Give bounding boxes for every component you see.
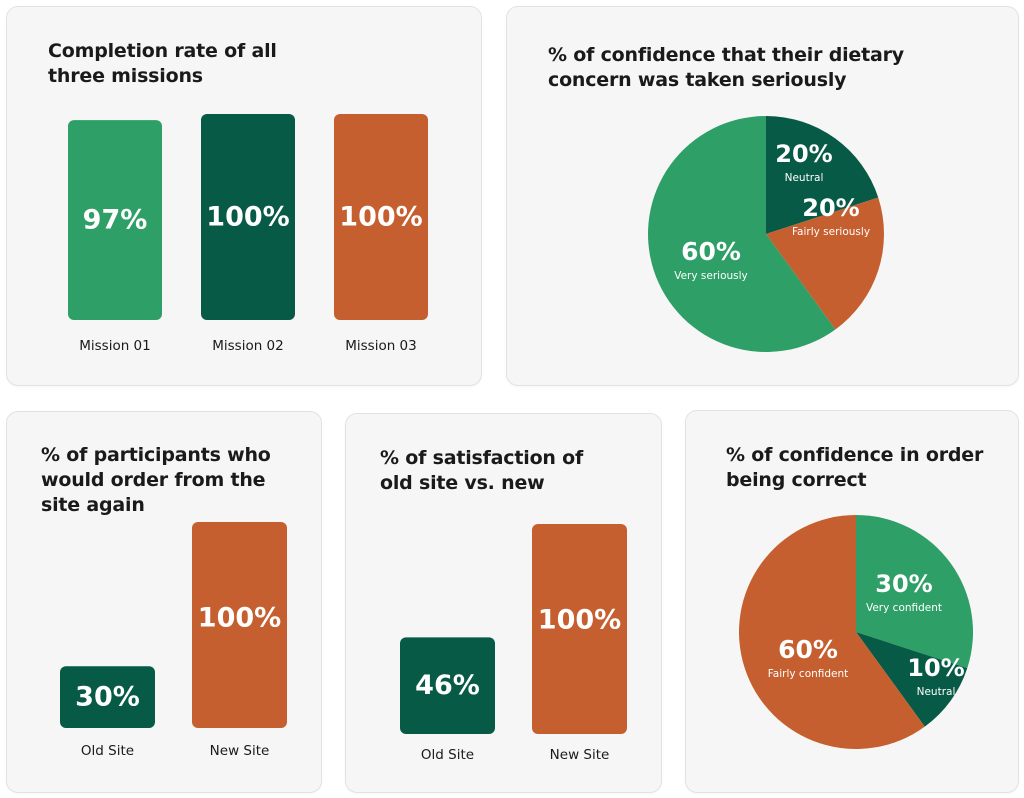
slice-value-label: 30% — [875, 570, 932, 598]
bar-value-label: 46% — [415, 670, 480, 701]
bar — [400, 637, 495, 734]
dietary-concern-card: % of confidence that their dietary conce… — [506, 6, 1019, 386]
category-label: New Site — [210, 743, 270, 759]
chart-title: % of satisfaction of old site vs. new — [380, 446, 583, 496]
order-again-chart: 30% Old Site 100% New Site — [60, 522, 287, 759]
chart-title: % of confidence in order being correct — [726, 443, 983, 493]
pie-slice — [648, 116, 836, 352]
chart-title-line: site again — [41, 494, 145, 516]
bar-value-label: 100% — [339, 202, 422, 233]
chart-title-line: would order from the — [41, 469, 266, 491]
chart-title: Completion rate of all three missions — [48, 39, 277, 89]
slice-label: Fairly confident — [768, 668, 849, 680]
completion-rate-card: Completion rate of all three missions 97… — [6, 6, 482, 386]
pie-slice — [856, 515, 973, 669]
chart-title-line: three missions — [48, 65, 203, 87]
pie-slice — [766, 197, 884, 330]
bar-value-label: 100% — [198, 603, 281, 634]
slice-label: Very seriously — [674, 270, 748, 282]
chart-title-line: Completion rate of all — [48, 40, 277, 62]
category-label: Old Site — [81, 743, 134, 759]
category-label: Mission 02 — [212, 338, 284, 354]
bar-value-label: 100% — [206, 202, 289, 233]
bar — [60, 666, 155, 728]
bar-value-label: 100% — [538, 605, 621, 636]
slice-label: Very confident — [866, 602, 942, 614]
order-correct-card: % of confidence in order being correct 3… — [685, 410, 1019, 793]
chart-title: % of participants who would order from t… — [41, 443, 271, 518]
chart-title-line: being correct — [726, 469, 867, 491]
slice-value-label: 60% — [681, 237, 741, 266]
chart-title-line: % of confidence that their dietary — [548, 44, 904, 66]
category-label: New Site — [550, 747, 610, 763]
slice-value-label: 20% — [775, 140, 832, 168]
order-again-card: % of participants who would order from t… — [6, 411, 322, 793]
chart-title-line: % of participants who — [41, 444, 271, 466]
bar — [201, 114, 295, 320]
slice-value-label: 60% — [778, 635, 838, 664]
chart-title-line: % of confidence in order — [726, 444, 984, 466]
chart-title-line: old site vs. new — [380, 472, 545, 494]
bar — [334, 114, 428, 320]
order-correct-pie: 30% Very confident 10% Neutral 60% Fairly con… — [739, 515, 973, 749]
slice-label: Fairly seriously — [792, 226, 870, 238]
slice-label: Neutral — [917, 686, 956, 698]
chart-title-line: concern was taken seriously — [548, 69, 847, 91]
satisfaction-chart: 46% Old Site 100% New Site — [400, 524, 627, 763]
category-label: Mission 03 — [345, 338, 417, 354]
satisfaction-card: % of satisfaction of old site vs. new 46… — [345, 413, 662, 793]
bar-value-label: 97% — [83, 205, 148, 236]
slice-value-label: 20% — [802, 194, 859, 222]
chart-title-line: % of satisfaction of — [380, 447, 584, 469]
bar-value-label: 30% — [75, 682, 140, 713]
pie-slice — [739, 515, 925, 749]
category-label: Mission 01 — [79, 338, 151, 354]
pie-slice — [766, 116, 879, 234]
slice-value-label: 10% — [907, 654, 964, 682]
category-label: Old Site — [421, 747, 474, 763]
chart-title: % of confidence that their dietary conce… — [548, 43, 904, 93]
dietary-concern-pie: 20% Neutral 20% Fairly seriously 60% Very ser… — [648, 116, 884, 352]
bar — [192, 522, 287, 728]
bar — [68, 120, 162, 321]
completion-rate-chart: 97% Mission 01 100% Mission 02 100% Mission 0… — [68, 114, 428, 354]
slice-label: Neutral — [785, 172, 824, 184]
bar — [532, 524, 627, 734]
pie-slice — [856, 632, 968, 727]
